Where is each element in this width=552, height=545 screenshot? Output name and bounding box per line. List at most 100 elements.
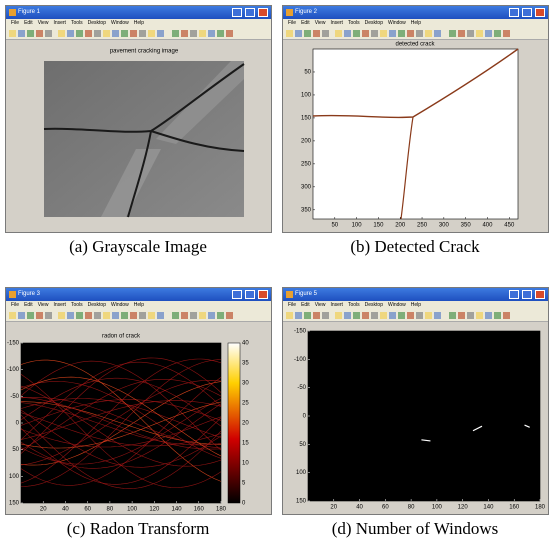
tool-button[interactable] [304,312,311,319]
window-button[interactable] [509,8,519,17]
tool-button[interactable] [458,30,465,37]
tool-button[interactable] [322,312,329,319]
tool-button[interactable] [190,312,197,319]
tool-button[interactable] [217,312,224,319]
tool-button[interactable] [344,312,351,319]
tool-button[interactable] [45,312,52,319]
tool-button[interactable] [389,30,396,37]
menu-item[interactable]: Window [111,20,129,26]
tool-button[interactable] [494,312,501,319]
window-button[interactable] [535,8,545,17]
tool-button[interactable] [67,30,74,37]
tool-button[interactable] [335,312,342,319]
tool-button[interactable] [157,30,164,37]
menu-item[interactable]: Insert [330,20,343,26]
tool-button[interactable] [130,30,137,37]
tool-button[interactable] [9,312,16,319]
window-button[interactable] [232,290,242,299]
menu-item[interactable]: Help [134,302,144,308]
window-button[interactable] [509,290,519,299]
menu-item[interactable]: View [38,302,49,308]
tool-button[interactable] [76,312,83,319]
window-button[interactable] [232,8,242,17]
tool-button[interactable] [27,30,34,37]
tool-button[interactable] [190,30,197,37]
window-button[interactable] [258,8,268,17]
tool-button[interactable] [485,312,492,319]
tool-button[interactable] [208,30,215,37]
tool-button[interactable] [449,30,456,37]
tool-button[interactable] [139,30,146,37]
tool-button[interactable] [130,312,137,319]
tool-button[interactable] [362,30,369,37]
menu-item[interactable]: Help [411,302,421,308]
tool-button[interactable] [380,312,387,319]
tool-button[interactable] [304,30,311,37]
tool-button[interactable] [476,312,483,319]
tool-button[interactable] [389,312,396,319]
menu-item[interactable]: Desktop [365,302,383,308]
menu-item[interactable]: Help [134,20,144,26]
tool-button[interactable] [181,312,188,319]
menu-item[interactable]: Desktop [88,20,106,26]
tool-button[interactable] [208,312,215,319]
menu-item[interactable]: File [288,20,296,26]
menu-item[interactable]: Tools [71,302,83,308]
menu-item[interactable]: View [315,302,326,308]
tool-button[interactable] [286,312,293,319]
tool-button[interactable] [27,312,34,319]
tool-button[interactable] [335,30,342,37]
tool-button[interactable] [226,312,233,319]
menu-item[interactable]: Tools [348,20,360,26]
tool-button[interactable] [434,312,441,319]
tool-button[interactable] [18,30,25,37]
tool-button[interactable] [112,30,119,37]
menu-item[interactable]: Help [411,20,421,26]
tool-button[interactable] [36,312,43,319]
tool-button[interactable] [449,312,456,319]
tool-button[interactable] [425,30,432,37]
menu-item[interactable]: Edit [301,302,310,308]
menu-item[interactable]: Window [388,302,406,308]
tool-button[interactable] [85,312,92,319]
tool-button[interactable] [94,312,101,319]
menu-item[interactable]: View [315,20,326,26]
tool-button[interactable] [371,30,378,37]
tool-button[interactable] [380,30,387,37]
tool-button[interactable] [494,30,501,37]
menu-item[interactable]: Desktop [365,20,383,26]
menu-item[interactable]: Tools [348,302,360,308]
menu-item[interactable]: View [38,20,49,26]
tool-button[interactable] [157,312,164,319]
tool-button[interactable] [148,312,155,319]
window-button[interactable] [522,290,532,299]
tool-button[interactable] [18,312,25,319]
menu-item[interactable]: Window [388,20,406,26]
window-button[interactable] [245,290,255,299]
tool-button[interactable] [103,30,110,37]
tool-button[interactable] [503,30,510,37]
tool-button[interactable] [407,30,414,37]
window-button[interactable] [535,290,545,299]
tool-button[interactable] [416,312,423,319]
tool-button[interactable] [45,30,52,37]
tool-button[interactable] [9,30,16,37]
tool-button[interactable] [36,30,43,37]
tool-button[interactable] [58,312,65,319]
tool-button[interactable] [503,312,510,319]
menu-item[interactable]: Insert [330,302,343,308]
menu-item[interactable]: Tools [71,20,83,26]
tool-button[interactable] [121,312,128,319]
tool-button[interactable] [398,312,405,319]
tool-button[interactable] [398,30,405,37]
tool-button[interactable] [76,30,83,37]
tool-button[interactable] [407,312,414,319]
tool-button[interactable] [353,312,360,319]
menu-item[interactable]: Desktop [88,302,106,308]
tool-button[interactable] [199,312,206,319]
tool-button[interactable] [199,30,206,37]
tool-button[interactable] [226,30,233,37]
menu-item[interactable]: Edit [24,20,33,26]
window-button[interactable] [522,8,532,17]
tool-button[interactable] [139,312,146,319]
